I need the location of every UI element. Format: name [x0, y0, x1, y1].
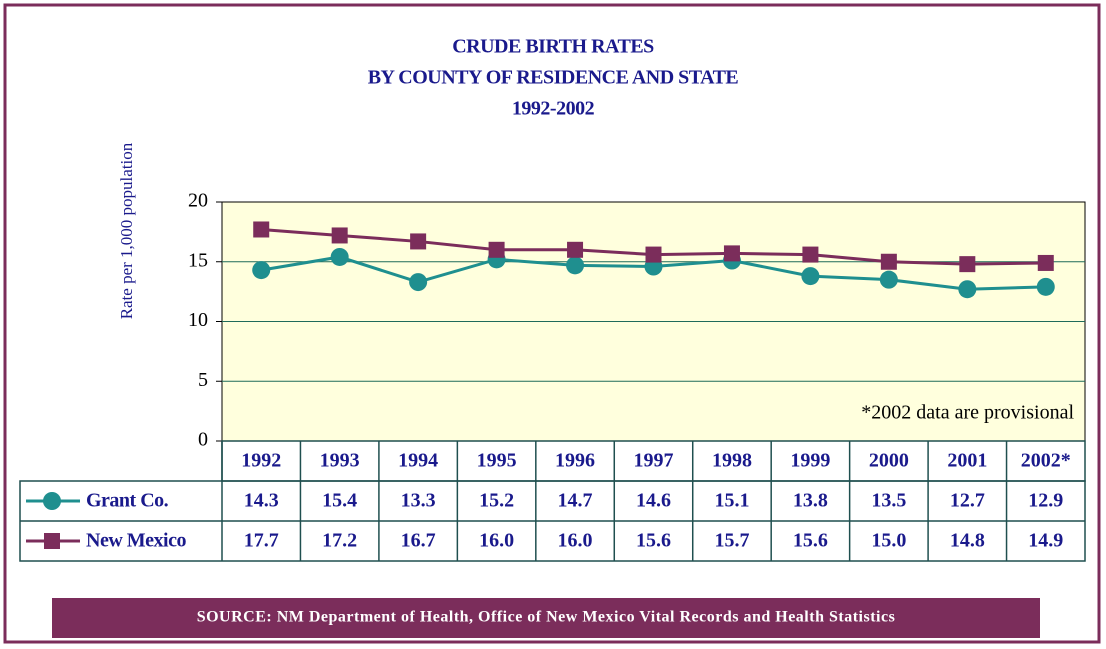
data-label: 12.9	[1028, 490, 1063, 512]
data-label: 16.7	[401, 530, 436, 552]
data-label: 15.6	[636, 530, 671, 552]
y-axis-label: Rate per 1,000 population	[117, 142, 136, 319]
marker	[1036, 277, 1055, 296]
data-label: 14.3	[244, 490, 279, 512]
marker	[44, 533, 60, 549]
data-label: 16.0	[558, 530, 593, 552]
marker	[802, 246, 819, 263]
legend-label: Grant Co.	[86, 490, 169, 512]
marker	[958, 280, 977, 299]
data-label: 13.5	[871, 490, 906, 512]
data-label: 14.9	[1028, 530, 1063, 552]
x-tick-label: 1998	[712, 450, 752, 472]
chart-title: BY COUNTY OF RESIDENCE AND STATE	[368, 67, 739, 89]
data-label: 14.6	[636, 490, 671, 512]
x-tick-label: 2002*	[1021, 450, 1071, 472]
y-tick-label: 15	[188, 249, 208, 271]
x-tick-label: 2000	[869, 450, 909, 472]
marker	[566, 256, 585, 275]
y-tick-label: 0	[198, 429, 208, 451]
x-tick-label: 1997	[634, 450, 674, 472]
data-label: 15.2	[479, 490, 514, 512]
marker	[409, 273, 428, 292]
marker	[959, 256, 976, 273]
marker	[880, 253, 897, 270]
chart-title: 1992-2002	[512, 98, 595, 120]
marker	[253, 221, 270, 238]
data-label: 15.1	[714, 490, 749, 512]
x-tick-label: 1996	[555, 450, 595, 472]
data-label: 17.2	[322, 530, 357, 552]
data-label: 15.4	[322, 490, 357, 512]
marker	[879, 270, 898, 289]
x-tick-label: 1994	[398, 450, 438, 472]
data-label: 12.7	[950, 490, 985, 512]
data-label: 13.3	[401, 490, 436, 512]
data-label: 17.7	[244, 530, 279, 552]
data-label: 15.0	[871, 530, 906, 552]
marker	[645, 246, 662, 263]
marker	[330, 247, 349, 266]
marker	[43, 492, 61, 510]
marker	[488, 241, 505, 258]
source: SOURCE: NM Department of Health, Office …	[197, 609, 896, 626]
legend-label: New Mexico	[86, 530, 186, 552]
marker	[331, 227, 348, 244]
data-label: 14.7	[558, 490, 593, 512]
x-tick-label: 1993	[320, 450, 360, 472]
data-label: 15.6	[793, 530, 828, 552]
marker	[410, 233, 427, 250]
data-label: 15.7	[714, 530, 749, 552]
x-tick-label: 1995	[477, 450, 517, 472]
marker	[801, 267, 820, 286]
data-label: 14.8	[950, 530, 985, 552]
source-box	[52, 598, 1040, 638]
x-tick-label: 2001	[947, 450, 987, 472]
marker	[252, 261, 271, 280]
data-label: 16.0	[479, 530, 514, 552]
y-tick-label: 5	[198, 369, 208, 391]
x-tick-label: 1999	[790, 450, 830, 472]
marker	[723, 245, 740, 262]
marker	[1037, 254, 1054, 271]
x-tick-label: 1992	[241, 450, 281, 472]
marker	[567, 241, 584, 258]
data-label: 13.8	[793, 490, 828, 512]
chart-title: CRUDE BIRTH RATES	[452, 36, 654, 58]
y-tick-label: 10	[188, 309, 208, 331]
annotation: *2002 data are provisional	[861, 402, 1074, 424]
y-tick-label: 20	[188, 190, 208, 212]
